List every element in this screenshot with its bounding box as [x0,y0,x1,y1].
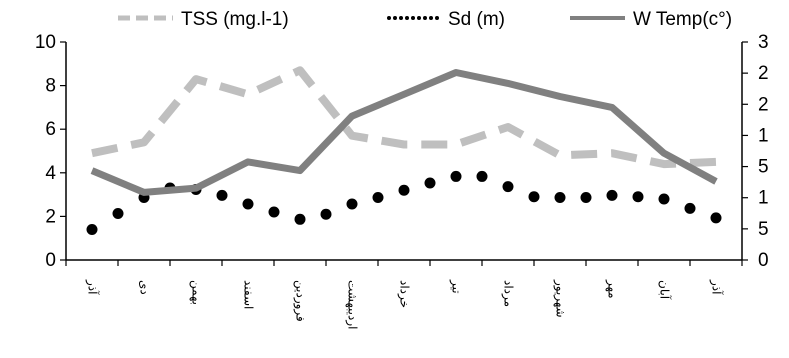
sd-point [450,170,462,182]
sd-point [320,208,332,220]
y-right-tick-label: 2 [758,63,769,84]
sd-point [502,181,514,193]
sd-point [372,192,384,204]
y-left-tick-label: 10 [35,32,56,53]
x-tick-label: خرداد [397,280,412,308]
series-layer [86,66,722,235]
y-left-tick-label: 4 [45,163,56,184]
tss-line [91,66,717,169]
legend-sd-marker [411,16,415,20]
sd-point [216,189,228,201]
y-right-tick-label: 5 [758,157,769,178]
legend-sd-marker [393,16,397,20]
x-tick-label: مهر [605,279,620,299]
legend: TSS (mg.l-1) Sd (m) W Temp(c°) [118,9,732,30]
y-left-tick-label: 0 [45,250,56,271]
x-tick-label: شهریور [553,279,568,318]
x-tick-label: دی [138,280,152,295]
sd-point [632,191,644,203]
sd-point [268,206,280,218]
w-temp-line [90,69,718,196]
x-tick-label: آبان [658,280,673,300]
y-right-tick-label: 2 [758,94,769,115]
y-left-tick-label: 6 [45,119,56,140]
x-tick-label: آذر [709,279,725,295]
y-left-tick-label: 8 [45,76,56,97]
y-right-tick-label: 1 [758,188,769,209]
legend-sd-marker [405,16,409,20]
legend-sd-marker [423,16,427,20]
legend-sd-marker [435,16,439,20]
y-right-tick-label: 5 [758,219,769,240]
y-right-tick-label: 0 [758,250,769,271]
x-tick-label: فروردین [293,280,308,322]
sd-point [112,207,124,219]
x-tick-label: تیر [449,279,464,294]
y-right-tick-label: 1 [758,125,769,146]
sd-point [346,198,358,210]
sd-point [554,192,566,204]
legend-tss-label: TSS (mg.l-1) [181,9,289,30]
x-tick-label: بهمن [189,280,204,305]
sd-point [242,198,254,210]
y-right-tick-label: 3 [758,32,769,53]
sd-point [658,193,670,205]
sd-point [424,177,436,189]
y-left-tick-label: 2 [45,206,56,227]
sd-point [294,213,306,225]
sd-point [580,192,592,204]
x-tick-label: مرداد [501,280,516,307]
sd-point [684,202,696,214]
sd-point [528,191,540,203]
legend-sd-marker [429,16,433,20]
x-tick-label: اسفند [242,280,256,309]
legend-sd-marker [417,16,421,20]
legend-sd-label: Sd (m) [448,9,505,30]
sd-point [710,212,722,224]
sd-point [606,189,618,201]
legend-w-temp-label: W Temp(c°) [633,9,732,30]
legend-sd-marker [399,16,403,20]
x-tick-label: آذر [85,279,101,295]
x-tick-label: اردیبهشت [345,280,360,329]
sd-point [86,223,98,235]
sd-point [398,184,410,196]
legend-sd-marker [387,16,391,20]
sd-point [476,170,488,182]
axes: 0 2 4 6 8 10 0 5 1 5 1 2 2 3 آذر دی بهمن اسفند فروردین اردی… [35,32,769,329]
